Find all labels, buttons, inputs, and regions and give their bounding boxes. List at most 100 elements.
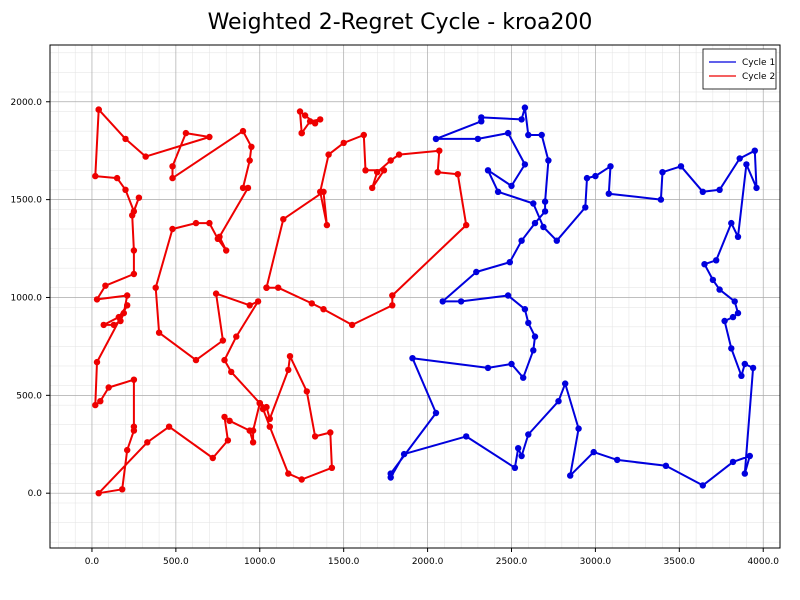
data-point [124, 446, 131, 454]
data-point [93, 358, 101, 366]
data-point [93, 296, 101, 303]
data-point [439, 298, 446, 305]
x-tick-label: 500.0 [163, 557, 189, 567]
data-point [256, 400, 263, 407]
data-point [340, 139, 347, 147]
data-point [92, 172, 99, 180]
data-point [531, 333, 539, 340]
data-point [320, 306, 327, 313]
data-point [751, 147, 758, 154]
data-point [192, 219, 200, 227]
data-point [306, 118, 314, 125]
data-point [463, 221, 470, 229]
data-point [721, 317, 728, 325]
data-point [508, 182, 515, 190]
data-point [323, 221, 331, 229]
data-point [734, 309, 742, 317]
data-point [327, 429, 334, 436]
data-point [169, 174, 176, 182]
data-point [280, 216, 287, 223]
data-point [525, 131, 532, 139]
data-point [122, 135, 129, 143]
data-point [325, 151, 332, 158]
data-point [540, 223, 547, 231]
legend-entry: Cycle 1 [742, 58, 775, 68]
data-point [130, 427, 138, 434]
data-point [246, 302, 253, 309]
data-point [583, 174, 591, 182]
data-point [246, 157, 253, 164]
data-point [285, 470, 292, 477]
data-point [457, 298, 465, 305]
plot-frame [49, 44, 781, 549]
data-point [567, 472, 574, 479]
data-point [530, 347, 537, 354]
data-point [749, 364, 757, 372]
data-point [155, 329, 163, 336]
data-point [741, 470, 748, 477]
x-tick-label: 4000.0 [747, 557, 779, 567]
data-point [212, 290, 220, 297]
data-point [555, 398, 562, 405]
data-point [298, 476, 305, 483]
data-point [135, 194, 143, 201]
data-point [259, 405, 267, 413]
data-point [317, 116, 324, 123]
data-point [387, 157, 394, 164]
data-point [741, 360, 748, 368]
series-2 [92, 106, 470, 497]
data-point [590, 448, 597, 456]
data-point [511, 464, 519, 471]
data-point [504, 292, 512, 299]
data-point [484, 167, 492, 174]
data-point [206, 133, 213, 141]
data-point [387, 470, 394, 477]
data-point [746, 452, 753, 460]
data-point [389, 292, 396, 299]
data-point [738, 372, 745, 379]
data-point [731, 298, 738, 305]
data-point [320, 188, 327, 195]
data-point [244, 184, 252, 192]
data-point [716, 186, 723, 193]
data-point [374, 169, 381, 176]
data-point [484, 364, 492, 372]
data-point [753, 184, 760, 192]
data-point [92, 401, 99, 409]
series-line [265, 134, 468, 326]
data-point [545, 157, 552, 164]
data-point [389, 302, 396, 309]
data-point [728, 219, 735, 227]
data-point [115, 313, 123, 321]
data-point [209, 454, 216, 462]
series-1 [387, 104, 760, 489]
data-point [575, 425, 582, 432]
data-point [192, 356, 200, 364]
y-tick-label: 1000.0 [11, 293, 43, 303]
data-point [369, 184, 376, 192]
data-point [311, 120, 319, 127]
data-point [130, 247, 138, 254]
data-point [659, 169, 666, 176]
data-point [400, 450, 408, 458]
data-point [296, 108, 304, 115]
data-point [226, 417, 233, 424]
data-point [249, 439, 257, 446]
chart-title: Weighted 2-Regret Cycle - kroa200 [207, 10, 593, 35]
data-point [303, 388, 310, 395]
data-point [254, 298, 262, 305]
data-point [328, 464, 336, 471]
data-point [677, 163, 685, 170]
series-line [94, 108, 333, 495]
data-point [380, 167, 388, 174]
data-point [657, 196, 665, 203]
minor-grid [50, 45, 781, 548]
x-tick-label: 3500.0 [664, 557, 696, 567]
data-point [362, 167, 369, 174]
data-point [219, 337, 227, 344]
data-point [275, 284, 282, 291]
data-point [699, 482, 706, 489]
data-point [506, 259, 513, 266]
data-point [473, 268, 480, 276]
